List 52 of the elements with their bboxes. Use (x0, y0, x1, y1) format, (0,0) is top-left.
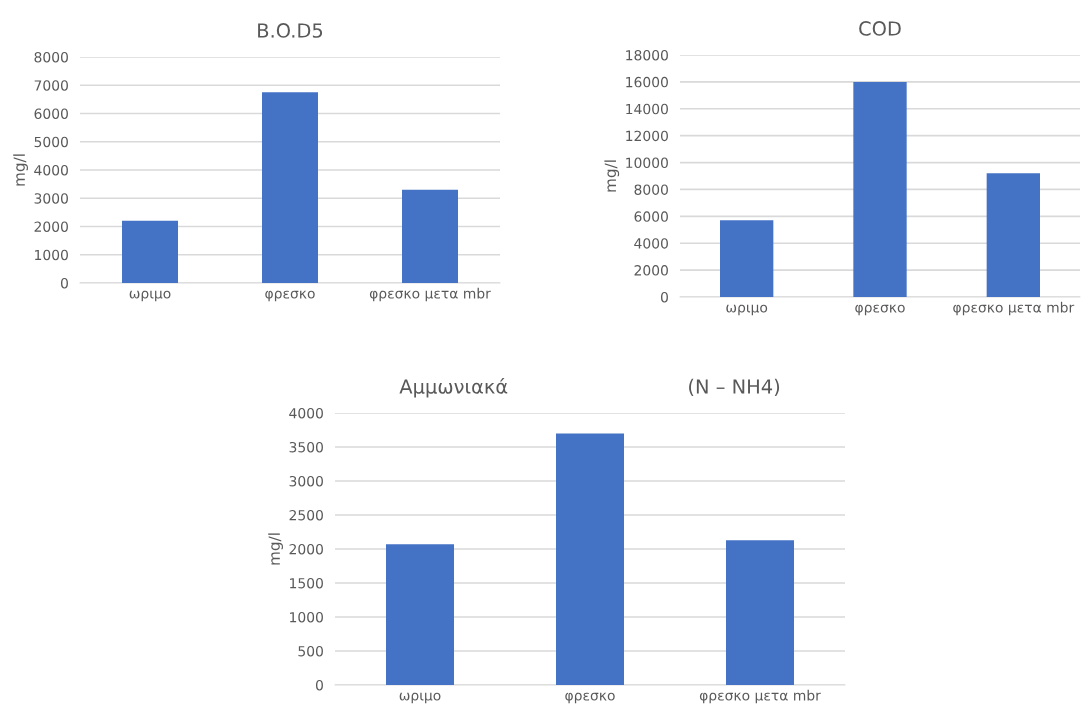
y-tick-label: 2000 (289, 543, 323, 555)
y-tick-label: 3000 (34, 193, 68, 204)
x-tick-label: φρεσκο μετα mbr (953, 301, 1075, 316)
bar (386, 544, 454, 685)
bar (402, 189, 458, 283)
x-tick-label: φρεσκο μετα mbr (369, 287, 491, 302)
y-tick-label: 3000 (289, 475, 323, 487)
y-tick-label: 7000 (34, 80, 68, 91)
y-tick-label: 3500 (289, 441, 323, 453)
y-tick-label: 5000 (34, 136, 68, 148)
y-tick-label: 16000 (626, 76, 668, 88)
y-tick-label: 8000 (634, 184, 668, 195)
y-tick-label: 8000 (34, 51, 68, 63)
y-tick-label: 2000 (34, 221, 68, 232)
bar (986, 173, 1040, 297)
y-tick-label: 6000 (34, 108, 68, 119)
y-tick-label: 0 (315, 679, 323, 691)
y-tick-label: 2500 (289, 509, 323, 521)
bar (122, 220, 178, 283)
y-axis-title: mg/l (604, 160, 620, 192)
chart-title: COD (859, 21, 901, 36)
y-tick-label: 6000 (634, 211, 668, 222)
x-tick-label: ωριμο (129, 290, 171, 302)
y-tick-label: 12000 (626, 130, 668, 142)
y-tick-label: 1500 (290, 577, 323, 589)
y-axis-title: mg/l (13, 154, 28, 186)
x-tick-label: ωριμο (399, 692, 441, 704)
y-tick-label: 4000 (34, 164, 68, 176)
y-tick-label: 1000 (290, 611, 323, 623)
y-tick-label: 4000 (289, 407, 323, 419)
x-tick-label: φρεσκο μετα mbr (699, 689, 821, 704)
chart-title: Αμμωνιακά (N – NH4) (399, 378, 780, 398)
bar (262, 92, 318, 283)
x-tick-label: φρεσκο (565, 692, 615, 704)
y-tick-label: 4000 (634, 238, 668, 249)
bar (556, 433, 624, 685)
y-tick-label: 1000 (35, 249, 68, 261)
chart-title: B.O.D5 (258, 23, 323, 38)
y-tick-label: 0 (60, 277, 68, 289)
y-tick-label: 0 (660, 291, 668, 303)
y-tick-label: 14000 (626, 103, 668, 115)
y-axis-title: mg/l (268, 533, 283, 565)
y-tick-label: 2000 (634, 265, 668, 276)
y-tick-label: 500 (298, 645, 323, 657)
x-tick-label: φρεσκο (265, 290, 315, 302)
bar (720, 220, 774, 297)
y-tick-label: 10000 (626, 157, 668, 169)
x-tick-label: φρεσκο (855, 304, 905, 316)
bar (853, 81, 907, 297)
y-tick-label: 18000 (626, 49, 668, 61)
x-tick-label: ωριμο (726, 304, 768, 316)
bar (726, 540, 794, 685)
